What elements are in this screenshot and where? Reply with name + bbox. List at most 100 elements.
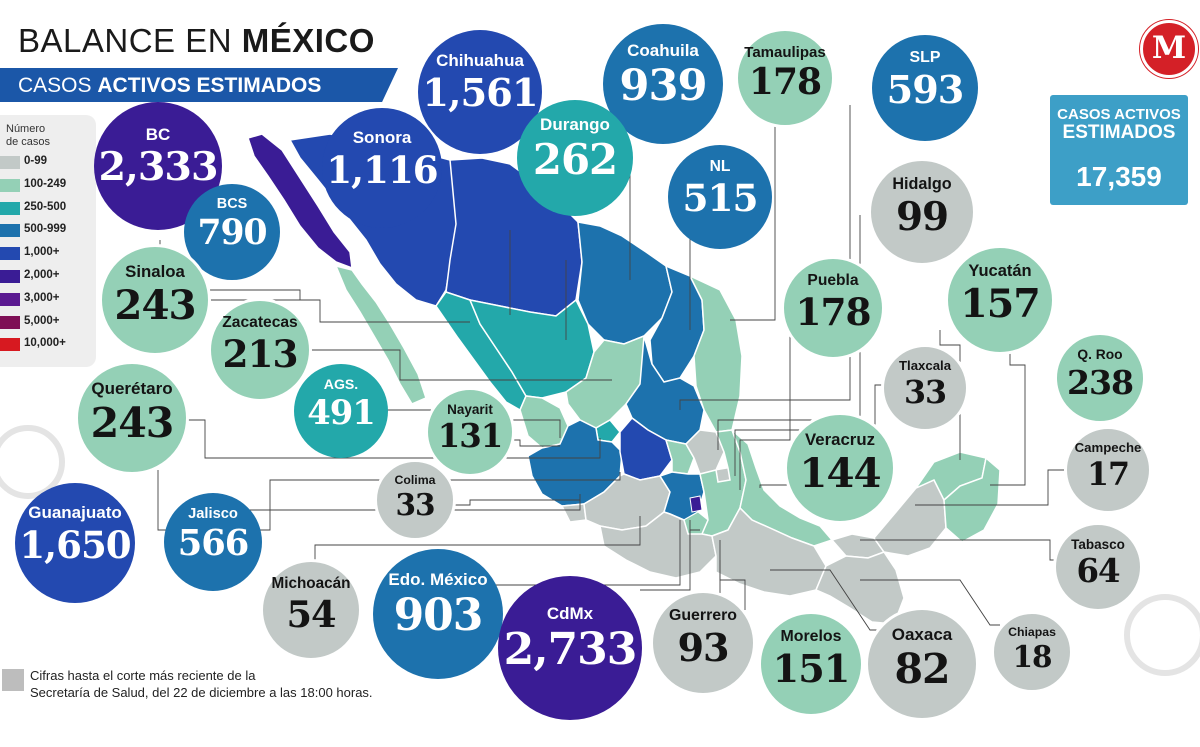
state-value: 33	[903, 373, 947, 411]
legend-swatch	[0, 270, 20, 283]
page-title: BALANCE EN MÉXICO	[18, 22, 375, 60]
state-bubble-durango: Durango 262	[517, 100, 633, 216]
state-value: 82	[894, 644, 950, 694]
state-name: AGS.	[323, 376, 359, 393]
map-state-nayarit	[519, 395, 569, 449]
state-value: 17	[1086, 455, 1130, 493]
state-bubble-zacatecas: Zacatecas 213	[208, 298, 312, 402]
legend-swatch	[0, 292, 20, 306]
state-name: SLP	[909, 48, 941, 66]
legend-item: 1,000+	[0, 244, 96, 262]
state-value: 151	[772, 646, 851, 691]
state-value: 939	[619, 60, 707, 112]
logo-letter: M	[1151, 30, 1187, 66]
state-name: Nayarit	[447, 401, 493, 417]
state-bubble-sinaloa: Sinaloa 243	[99, 244, 211, 356]
state-name: Morelos	[780, 627, 842, 645]
state-value: 515	[682, 176, 758, 221]
state-value: 593	[886, 67, 965, 112]
state-bubble-ags: AGS. 491	[294, 364, 388, 458]
footnote-line1: Cifras hasta el corte más reciente de la	[30, 668, 256, 683]
state-value: 99	[895, 193, 949, 240]
state-name: Durango	[540, 115, 610, 135]
total-label: CASOS ACTIVOS ESTIMADOS	[1050, 106, 1188, 143]
subtitle-bold: ACTIVOS ESTIMADOS	[97, 74, 322, 97]
state-name: Tamaulipas	[744, 43, 826, 61]
map-state-guerrero	[599, 511, 717, 579]
legend-label: 10,000+	[24, 337, 66, 350]
state-bubble-queretaro: Querétaro 243	[75, 361, 189, 475]
state-name: Tlaxcala	[898, 358, 952, 374]
state-bubble-edomex: Edo. México 903	[373, 549, 503, 679]
state-name: Guanajuato	[28, 503, 122, 523]
legend-item: 250-500	[0, 199, 96, 217]
state-name: Q. Roo	[1077, 346, 1123, 362]
state-bubble-guerrero: Guerrero 93	[650, 590, 756, 696]
state-bubble-guanajuato: Guanajuato 1,650	[15, 483, 135, 603]
state-bubble-colima: Colima 33	[374, 459, 456, 541]
state-value: 491	[307, 392, 376, 433]
legend-label: 2,000+	[24, 269, 60, 281]
state-name: BCS	[216, 196, 248, 213]
state-bubble-bcs: BCS 790	[184, 184, 280, 280]
state-name: Coahuila	[627, 40, 699, 60]
legend-title-line1: Número	[6, 123, 46, 135]
map-state-bc	[247, 133, 353, 270]
state-name: Sinaloa	[125, 261, 185, 281]
state-name: Edo. México	[388, 570, 488, 590]
legend-swatch	[0, 156, 20, 169]
total-label-line1: CASOS ACTIVOS	[1057, 106, 1181, 123]
state-bubble-tlaxcala: Tlaxcala 33	[881, 344, 969, 432]
legend-item: 100-249	[0, 176, 96, 194]
state-name: Sonora	[352, 128, 412, 148]
footnote-line2: Secretaría de Salud, del 22 de diciembre…	[30, 685, 373, 700]
state-value: 243	[90, 398, 175, 448]
state-name: Hidalgo	[892, 174, 952, 193]
state-name: Querétaro	[91, 378, 173, 398]
state-bubble-cdmx: CdMx 2,733	[498, 576, 642, 720]
total-label-line2: ESTIMADOS	[1062, 122, 1176, 143]
state-value: 790	[197, 212, 267, 253]
footnote: Cifras hasta el corte más reciente de la…	[30, 667, 373, 701]
title-prefix: BALANCE EN	[18, 22, 242, 59]
milenio-logo: M	[1140, 20, 1198, 78]
map-state-chiapas	[815, 551, 905, 625]
state-bubble-tabasco: Tabasco 64	[1053, 522, 1143, 612]
state-name: CdMx	[546, 604, 594, 624]
state-name: Puebla	[807, 272, 859, 290]
state-value: 1,561	[422, 70, 538, 116]
legend-label: 1,000+	[24, 246, 60, 259]
legend-swatch	[0, 178, 20, 192]
state-bubble-slp: SLP 593	[872, 35, 978, 141]
legend-item: 500-999	[0, 221, 96, 239]
map-state-colima	[560, 503, 587, 523]
legend-label: 500-999	[24, 223, 67, 236]
state-bubble-chiapas: Chiapas 18	[991, 611, 1073, 693]
state-bubble-jalisco: Jalisco 566	[164, 493, 262, 591]
state-value: 144	[799, 448, 881, 497]
legend-swatch	[0, 224, 20, 238]
subtitle-prefix: CASOS	[18, 74, 98, 97]
map-state-bcs	[334, 264, 427, 405]
state-name: Yucatán	[968, 262, 1032, 281]
state-bubble-qroo: Q. Roo 238	[1054, 332, 1146, 424]
legend-label: 100-249	[24, 177, 67, 190]
legend-item: 0-99	[0, 153, 96, 171]
state-value: 2,733	[503, 623, 638, 675]
map-state-qroo	[943, 456, 1001, 543]
state-name: Chihuahua	[436, 51, 524, 71]
state-name: Colima	[394, 472, 436, 487]
state-bubble-michoacan: Michoacán 54	[260, 559, 362, 661]
state-name: Veracruz	[805, 429, 875, 449]
map-state-cdmx	[689, 495, 703, 513]
legend-swatch	[0, 201, 20, 215]
state-name: Campeche	[1074, 440, 1142, 456]
state-name: BC	[145, 124, 171, 144]
state-bubble-puebla: Puebla 178	[781, 256, 885, 360]
state-value: 903	[393, 589, 484, 641]
legend-item: 10,000+	[0, 335, 96, 353]
subtitle-banner	[0, 68, 398, 102]
state-name: Guerrero	[668, 606, 737, 624]
state-name: Oaxaca	[891, 624, 953, 644]
